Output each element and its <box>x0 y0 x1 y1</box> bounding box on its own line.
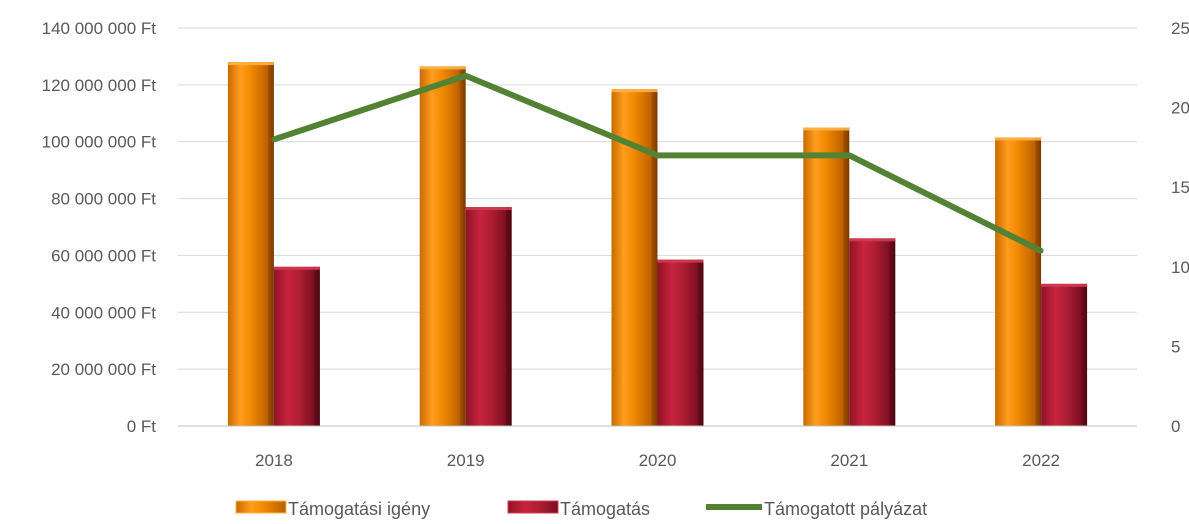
bar-side <box>459 66 466 426</box>
bar-front <box>1041 283 1083 426</box>
line-point <box>655 152 660 158</box>
bar-tamogatas-2021 <box>849 238 896 426</box>
bar-top <box>657 259 704 263</box>
left-axis-tick-label: 80 000 000 Ft <box>51 190 156 209</box>
bar-tamogatasi-igeny-2019 <box>419 66 466 426</box>
right-axis-tick-label: 10 <box>1171 258 1189 277</box>
bar-top <box>611 89 658 93</box>
legend-label: Támogatási igény <box>288 499 430 519</box>
left-axis-tick-label: 20 000 000 Ft <box>51 360 156 379</box>
bar-side <box>1081 283 1088 426</box>
legend-label: Támogatás <box>560 499 650 519</box>
bar-side <box>697 259 704 426</box>
left-axis-tick-label: 140 000 000 Ft <box>42 19 157 38</box>
x-axis-tick-label: 2022 <box>1022 451 1060 470</box>
bar-front <box>995 137 1037 426</box>
left-axis-tick-label: 120 000 000 Ft <box>42 76 157 95</box>
legend-item: Támogatás <box>507 499 650 519</box>
line-point <box>463 73 469 79</box>
left-axis: 0 Ft 20 000 000 Ft 40 000 000 Ft 60 000 000… <box>42 19 157 436</box>
right-axis: 0 5 10 15 20 25 <box>1171 19 1189 436</box>
bar-side <box>267 62 274 426</box>
bar-front <box>465 207 507 426</box>
right-axis-tick-label: 20 <box>1171 99 1189 118</box>
x-axis-tick-label: 2021 <box>830 451 868 470</box>
bar-top <box>1041 283 1088 287</box>
x-axis-tick-label: 2019 <box>447 451 485 470</box>
bar-tamogatas-2019 <box>465 207 512 426</box>
x-axis: 2018 2019 2020 2021 2022 <box>178 425 1137 470</box>
bar-front <box>273 266 315 426</box>
bar-top <box>803 127 850 131</box>
legend-swatch <box>507 500 559 514</box>
bar-side <box>1035 137 1042 426</box>
bar-tamogatas-2018 <box>273 266 320 426</box>
bar-top <box>273 266 320 270</box>
bar-tamogatas-2022 <box>1041 283 1088 426</box>
left-axis-tick-label: 60 000 000 Ft <box>51 246 156 265</box>
bar-front <box>419 66 461 426</box>
bar-side <box>505 207 512 426</box>
bar-top <box>227 62 274 66</box>
bar-front <box>227 62 269 426</box>
left-axis-tick-label: 40 000 000 Ft <box>51 303 156 322</box>
bar-tamogatasi-igeny-2021 <box>803 127 850 426</box>
bar-top <box>465 207 512 211</box>
legend-item: Támogatási igény <box>235 499 430 519</box>
line-point <box>1038 248 1044 254</box>
bar-front <box>657 259 699 426</box>
bar-top <box>419 66 466 70</box>
bar-front <box>849 238 891 426</box>
right-axis-tick-label: 25 <box>1171 19 1189 38</box>
line-series <box>271 72 1044 254</box>
legend-swatch <box>235 500 287 514</box>
right-axis-tick-label: 5 <box>1171 337 1180 356</box>
bar-side <box>843 127 850 426</box>
left-axis-tick-label: 100 000 000 Ft <box>42 133 157 152</box>
bar-side <box>313 266 320 426</box>
legend-item: Támogatott pályázat <box>706 499 927 519</box>
right-axis-tick-label: 15 <box>1171 178 1189 197</box>
x-axis-tick-label: 2020 <box>639 451 677 470</box>
bar-tamogatasi-igeny-2018 <box>227 62 274 426</box>
bars <box>227 62 1088 426</box>
bar-tamogatasi-igeny-2022 <box>995 137 1042 426</box>
bar-top <box>995 137 1042 141</box>
line-point <box>846 152 852 158</box>
right-axis-tick-label: 0 <box>1171 417 1180 436</box>
bar-tamogatas-2020 <box>657 259 704 426</box>
bar-side <box>889 238 896 426</box>
bar-top <box>849 238 896 242</box>
line-point <box>271 136 277 142</box>
bar-front <box>803 127 845 426</box>
legend: Támogatási igény Támogatás Támogatott pály… <box>235 499 927 519</box>
x-axis-tick-label: 2018 <box>255 451 293 470</box>
legend-label: Támogatott pályázat <box>764 499 927 519</box>
bar-side <box>651 89 658 426</box>
left-axis-tick-label: 0 Ft <box>127 417 157 436</box>
